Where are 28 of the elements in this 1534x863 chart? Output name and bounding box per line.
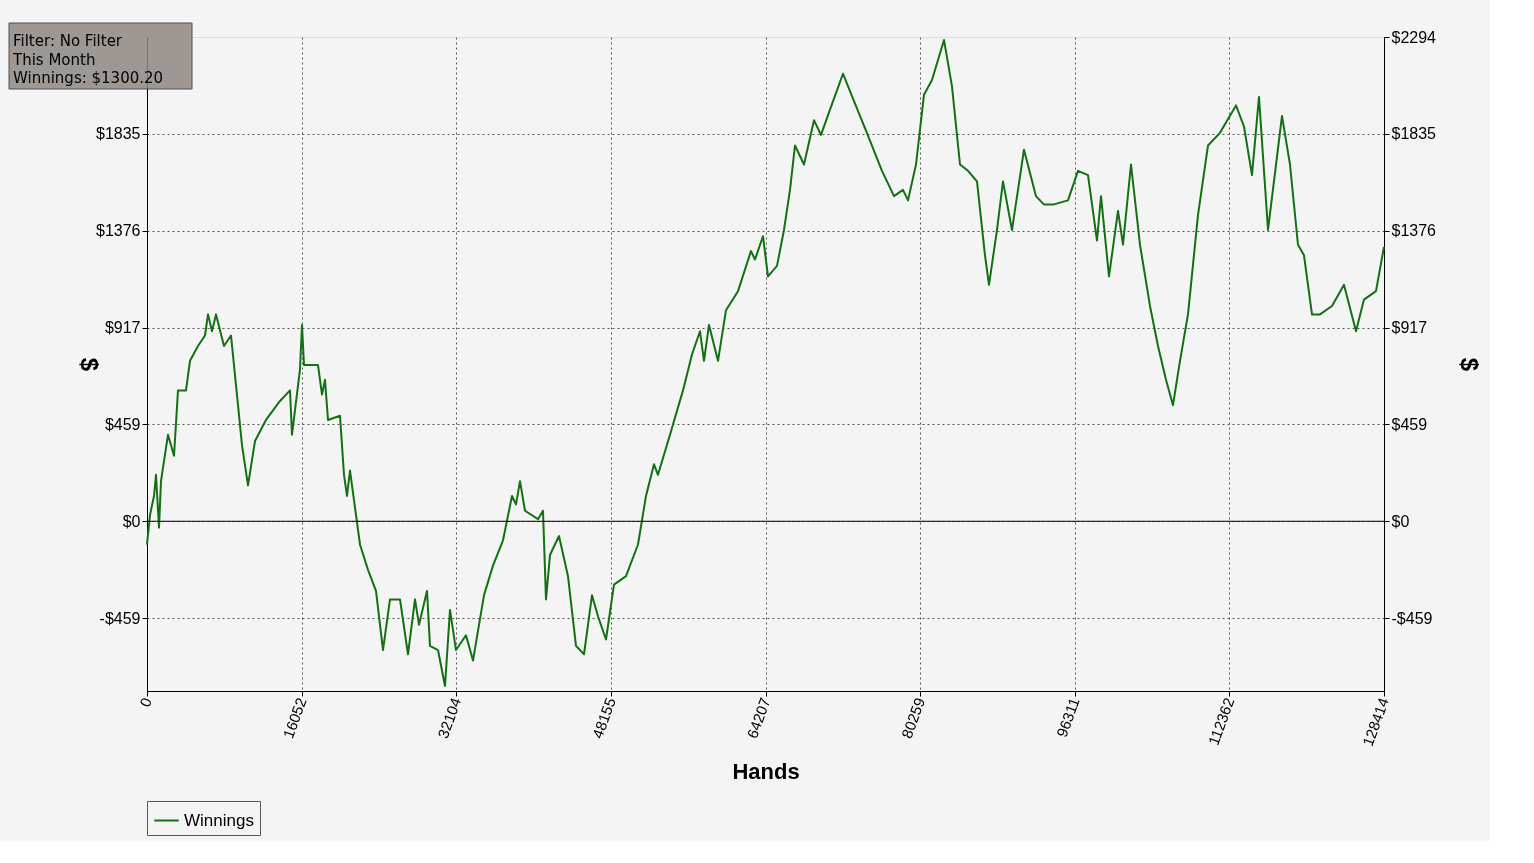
x-tick-label: 80259	[897, 695, 929, 741]
y2-tick-label: $1835	[1391, 125, 1437, 143]
y2-tick-label: $917	[1391, 319, 1428, 337]
y-tick-label: -$459	[99, 609, 141, 627]
x-tick-label: 0	[136, 695, 156, 710]
y2-tick-label: $0	[1391, 512, 1410, 530]
y2-axis-title: $	[1455, 357, 1483, 372]
x-tick-label: 32104	[434, 695, 465, 741]
x-tick-label: 16052	[279, 695, 310, 741]
x-axis-title: Hands	[732, 759, 800, 785]
x-tick-label: 64207	[743, 695, 774, 741]
x-tick-label: 96311	[1052, 695, 1083, 740]
annotation: Winnings: $1300.20	[13, 68, 164, 87]
y-tick-label: $1376	[96, 222, 141, 240]
x-tick-label: 48155	[588, 695, 619, 741]
y2-tick-label: $2294	[1391, 28, 1437, 46]
text: This Month	[12, 50, 96, 69]
y2-tick-label: $459	[1391, 415, 1428, 433]
y2-tick-label: $1376	[1391, 222, 1437, 240]
y-tick-label: $917	[104, 319, 141, 337]
legend-label: Winnings	[184, 810, 254, 830]
y-tick-label: $0	[122, 512, 141, 530]
y-tick-label: $459	[104, 415, 141, 433]
y-tick-label: $1835	[96, 125, 141, 143]
y2-tick-label: -$459	[1391, 609, 1433, 627]
text: Filter: No Filter	[13, 32, 123, 51]
x-tick-label: 112362	[1204, 695, 1238, 748]
y-axis-title: $	[76, 357, 104, 372]
